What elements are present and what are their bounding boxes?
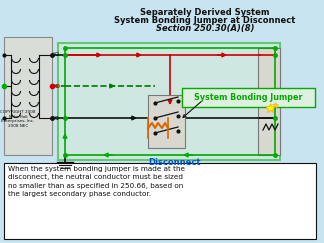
Text: Separately Derived System: Separately Derived System: [140, 8, 270, 17]
Text: Disconnect: Disconnect: [148, 158, 201, 167]
Bar: [148, 95, 185, 148]
Text: X2: X2: [53, 52, 60, 58]
Text: When the system bonding jumper is made at the
disconnect, the neutral conductor : When the system bonding jumper is made a…: [8, 166, 185, 197]
Bar: [4, 37, 52, 155]
Bar: [182, 88, 315, 107]
Bar: [58, 43, 280, 160]
Text: System Bonding Jumper: System Bonding Jumper: [194, 93, 302, 102]
Bar: [258, 48, 280, 155]
Bar: [4, 163, 316, 239]
Text: System Bonding Jumper at Disconnect: System Bonding Jumper at Disconnect: [114, 16, 296, 25]
Text: X0: X0: [53, 84, 61, 88]
Text: Section 250.30(A)(8): Section 250.30(A)(8): [156, 24, 254, 33]
Text: COPYRIGHT 2008
Mike Holt
Enterprises, Inc.
2008 NEC: COPYRIGHT 2008 Mike Holt Enterprises, In…: [0, 110, 36, 128]
Text: X1: X1: [53, 115, 60, 121]
